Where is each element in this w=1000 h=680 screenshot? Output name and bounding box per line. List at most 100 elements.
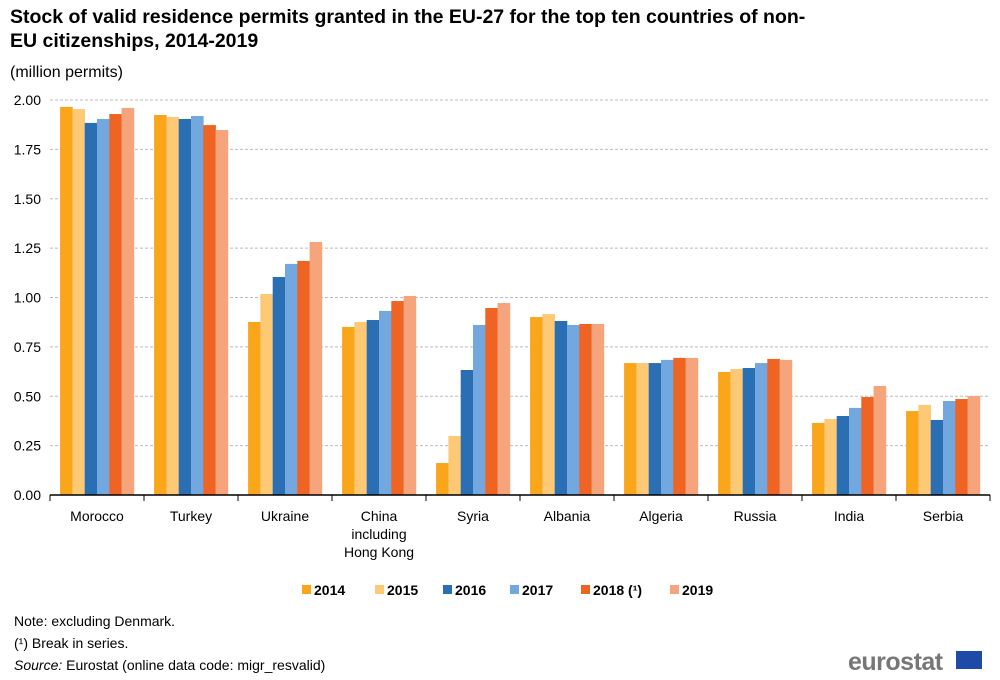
bar-2014-4 — [436, 463, 449, 495]
eu-flag-icon — [956, 651, 982, 669]
bar-2016-0 — [84, 122, 98, 495]
bar-2015-8 — [824, 418, 837, 495]
bar-2018-1 — [203, 125, 216, 496]
legend-swatch — [302, 585, 311, 594]
bar-2017-7 — [755, 363, 768, 495]
bar-2014-0 — [60, 106, 73, 495]
y-tick-label: 0.25 — [14, 438, 41, 454]
y-tick-label: 1.25 — [14, 240, 41, 256]
y-tick-label: 0.75 — [14, 339, 41, 355]
bar-2016-7 — [742, 368, 756, 495]
bar-2017-6 — [661, 359, 674, 495]
bar-2015-7 — [730, 368, 743, 495]
bar-2018-3 — [391, 301, 404, 495]
source-text: Eurostat (online data code: migr_resvali… — [62, 657, 326, 673]
legend-swatch — [443, 585, 452, 594]
bar-2015-5 — [542, 314, 555, 495]
bar-2014-6 — [624, 363, 637, 495]
legend-label: 2019 — [682, 582, 713, 598]
bar-2018-7 — [767, 358, 780, 495]
break-note: (¹) Break in series. — [14, 635, 129, 651]
x-tick-label: India — [834, 508, 865, 524]
bar-2019-2 — [309, 242, 323, 495]
chart-title: Stock of valid residence permits granted… — [10, 6, 806, 52]
bar-2017-9 — [943, 400, 956, 495]
bar-2015-2 — [260, 293, 273, 495]
bar-2018-9 — [955, 399, 968, 495]
legend-label: 2014 — [314, 582, 345, 598]
y-tick-label: 1.75 — [14, 141, 41, 157]
bar-2016-1 — [178, 118, 192, 496]
bar-2015-3 — [354, 321, 367, 495]
bar-2019-7 — [779, 359, 793, 495]
bar-2019-8 — [873, 385, 887, 495]
x-tick-label: China — [361, 508, 398, 524]
legend-label: 2018 (¹) — [593, 582, 642, 598]
y-tick-label: 0.50 — [14, 388, 41, 404]
legend-label: 2015 — [387, 582, 418, 598]
bar-chart: 0.00 0.25 0.50 0.75 1.00 1.25 1.50 1.75 2.00 Moro… — [14, 92, 991, 598]
bar-2014-1 — [154, 115, 167, 495]
x-tick-label: Turkey — [170, 508, 212, 524]
bar-2014-3 — [342, 326, 355, 495]
bar-2015-6 — [636, 363, 649, 495]
chart-subtitle: (million permits) — [10, 64, 123, 81]
y-tick-label: 0.00 — [14, 487, 41, 503]
note-text: Note: excluding Denmark. — [14, 613, 176, 629]
bar-2014-7 — [718, 371, 731, 495]
legend-label: 2016 — [455, 582, 486, 598]
legend-label: 2017 — [522, 582, 553, 598]
x-tick-label: Albania — [544, 508, 591, 524]
bar-2016-4 — [460, 369, 474, 495]
eurostat-logo: eurostat — [848, 648, 943, 676]
x-tick-label: Serbia — [923, 508, 964, 524]
bar-2017-5 — [567, 324, 580, 495]
bar-2019-5 — [591, 323, 605, 495]
x-tick-label: Morocco — [70, 508, 124, 524]
bar-2019-4 — [497, 303, 511, 495]
legend-swatch — [375, 585, 384, 594]
legend-swatch — [670, 585, 679, 594]
x-tick-label: Hong Kong — [344, 544, 414, 560]
bar-2017-4 — [473, 324, 486, 495]
bar-2014-5 — [530, 317, 543, 495]
y-tick-label: 1.00 — [14, 290, 41, 306]
bar-2017-3 — [379, 310, 392, 495]
bar-2018-4 — [485, 307, 498, 495]
bar-2019-3 — [403, 295, 417, 495]
bar-2016-5 — [554, 321, 568, 495]
bar-2016-3 — [366, 320, 380, 495]
source-label: Source: — [14, 657, 63, 673]
bar-2019-9 — [967, 396, 981, 495]
bar-2016-9 — [930, 419, 944, 495]
bar-2015-0 — [72, 109, 85, 496]
bar-2016-2 — [272, 276, 286, 495]
bar-2017-1 — [191, 115, 204, 495]
x-tick-label: Syria — [457, 508, 489, 524]
source-line: Source: Eurostat (online data code: migr… — [14, 654, 325, 676]
bar-2018-2 — [297, 260, 310, 495]
bar-2019-1 — [215, 130, 229, 495]
x-tick-label: Ukraine — [261, 508, 309, 524]
bar-2017-2 — [285, 263, 298, 495]
bar-2014-2 — [248, 321, 261, 495]
y-tick-label: 1.50 — [14, 191, 41, 207]
bar-2017-8 — [849, 407, 862, 495]
x-tick-label: including — [351, 526, 406, 542]
bar-2017-0 — [97, 118, 110, 496]
legend-swatch — [510, 585, 519, 594]
y-tick-label: 2.00 — [14, 92, 41, 108]
bar-2019-0 — [121, 107, 135, 496]
bar-2018-6 — [673, 357, 686, 495]
bar-2016-8 — [836, 416, 850, 495]
bar-2015-9 — [918, 404, 931, 495]
bar-2019-6 — [685, 357, 699, 495]
bar-2014-9 — [906, 411, 919, 495]
notes: Note: excluding Denmark. (¹) Break in se… — [14, 610, 325, 676]
bar-2018-5 — [579, 323, 592, 495]
x-tick-label: Algeria — [639, 508, 683, 524]
bar-2014-8 — [812, 422, 825, 495]
bar-2016-6 — [648, 363, 662, 495]
legend-swatch — [581, 585, 590, 594]
